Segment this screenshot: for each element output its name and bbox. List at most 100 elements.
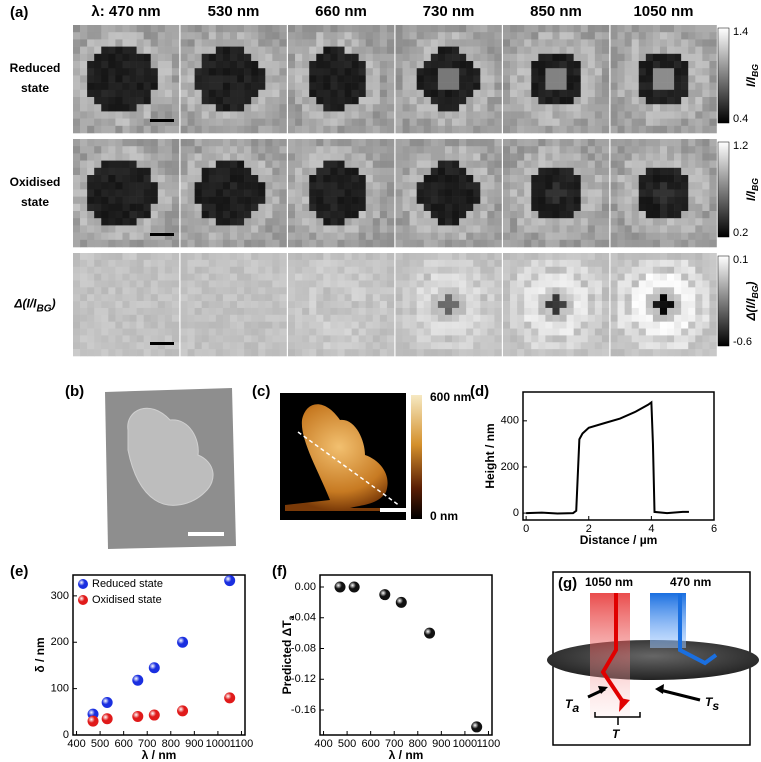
pixel [430,196,439,205]
pixel [617,218,625,226]
pixel [531,189,539,197]
pixel [402,232,410,241]
pixel [272,82,280,91]
pixel [667,125,675,134]
pixel [645,294,654,302]
pixel [237,182,245,190]
pixel [538,97,546,105]
pixel [208,46,217,55]
pixel [559,259,567,268]
colorbar-label-main: I/I [744,76,758,87]
pixel [150,46,159,55]
pixel [136,153,144,161]
pixel [466,328,474,336]
pixel [566,266,574,274]
pixel [222,307,231,316]
scatter-point [148,709,160,721]
pixel [330,225,338,233]
pixel [129,125,137,134]
pixel [143,39,152,47]
pixel [566,46,574,55]
pixel [344,139,352,147]
pixel [473,118,481,127]
pixel [337,89,345,98]
pixel [674,266,682,274]
pixel [87,196,95,205]
pixel [573,75,582,83]
pixel [288,25,296,33]
pixel [344,125,352,134]
pixel [566,32,574,40]
pixel [667,349,675,357]
pixel [244,39,252,47]
pixel [395,160,403,169]
pixel [372,25,381,33]
pixel [229,160,238,169]
pixel [531,342,539,350]
y-tick-label: 0 [513,507,519,519]
pixel [452,342,460,350]
pixel [244,46,252,55]
pixel [372,239,381,248]
pixel [566,335,574,343]
pixel [272,118,280,127]
pixel [101,253,109,261]
pixel [667,53,675,62]
pixel [323,104,331,112]
scatter-point [177,636,189,648]
pixel [258,266,266,274]
pixel [157,32,166,40]
pixel [164,167,173,176]
pixel [108,46,116,55]
pixel [437,253,446,261]
pixel [164,139,173,147]
pixel [265,125,273,134]
pixel [601,225,610,233]
pixel [150,39,159,47]
pixel [559,273,567,281]
pixel [688,89,696,98]
pixel [194,61,202,69]
pixel [487,266,495,274]
pixel [631,146,640,154]
pixel [638,175,647,183]
pixel [279,253,287,261]
pixel [702,211,710,219]
pixel [344,301,352,309]
pixel [531,196,539,205]
pixel [171,225,180,233]
pixel [409,259,417,268]
pixel [402,68,410,76]
pixel [222,280,231,288]
pixel [566,203,574,212]
pixel [237,225,245,233]
pixel [545,287,553,295]
pixel [559,160,567,169]
pixel [695,160,703,169]
pixel [409,167,417,176]
pixel [330,232,338,241]
pixel [688,287,696,295]
pixel [674,46,682,55]
pixel [494,259,502,268]
pixel [638,349,647,357]
pixel [437,307,446,316]
pixel [487,314,495,322]
x-tick-label: 600 [114,738,132,750]
pixel [351,32,359,40]
pixel [171,82,180,91]
pixel [510,160,518,169]
pixel [638,273,647,281]
pixel [337,266,345,274]
pixel [594,46,603,55]
pixel [94,301,102,309]
pixel [80,314,88,322]
pixel [601,239,610,248]
pixel [524,328,532,336]
pixel [624,82,632,91]
pixel [524,211,532,219]
pixel [272,104,280,112]
pixel [709,75,717,83]
pixel [702,239,710,248]
pixel [302,182,310,190]
